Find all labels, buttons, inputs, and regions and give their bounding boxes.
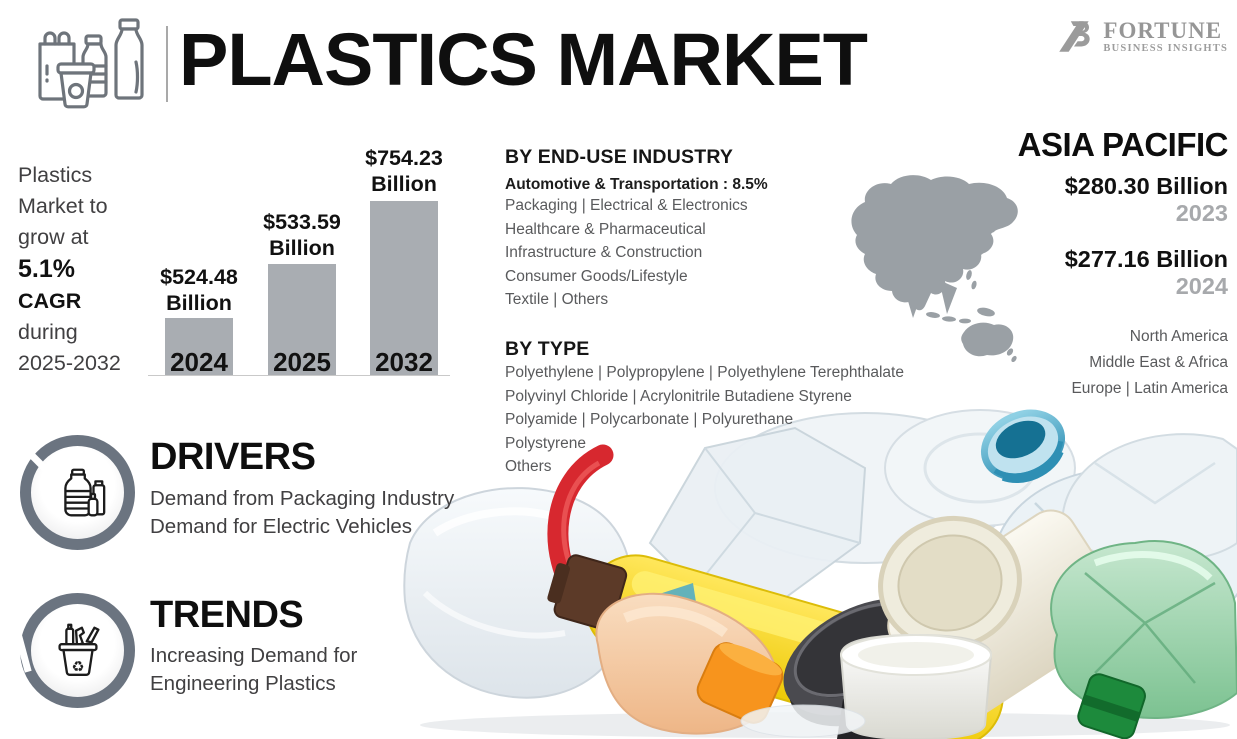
fortune-business-insights-logo: FORTUNE BUSINESS INSIGHTS xyxy=(1054,16,1228,58)
bar-value: $533.59 xyxy=(263,210,341,234)
growth-line: grow at xyxy=(18,225,89,249)
growth-line: Market to xyxy=(18,194,108,218)
plastic-waste-items-icon xyxy=(38,18,144,109)
drivers-badge xyxy=(20,435,135,550)
end-use-item: Consumer Goods/Lifestyle xyxy=(505,267,688,285)
by-type-item: Others xyxy=(505,458,552,475)
trends-item: Engineering Plastics xyxy=(150,672,336,695)
end-use-item: Infrastructure & Construction xyxy=(505,244,703,261)
other-region: Europe | Latin America xyxy=(1071,380,1228,397)
bar-value-label: $754.23 Billion xyxy=(329,145,479,197)
region-stats-section: ASIA PACIFIC $280.30 Billion 2023 $277.1… xyxy=(828,126,1229,402)
growth-line: Plastics xyxy=(18,163,93,187)
by-type-item: Polyamide | Polycarbonate | Polyurethane xyxy=(505,411,794,428)
growth-line: during xyxy=(18,320,78,344)
by-type-heading: BY TYPE xyxy=(505,338,590,360)
cagr-label: CAGR xyxy=(18,289,82,313)
drivers-item: Demand from Packaging Industry xyxy=(150,487,455,510)
other-regions-list: North America Middle East & Africa Europ… xyxy=(828,324,1228,402)
plastic-waste-photo xyxy=(403,409,1237,739)
chart-baseline xyxy=(148,375,450,376)
growth-note: Plastics Market to grow at 5.1% CAGR dur… xyxy=(18,160,158,379)
by-type-section: BY TYPE Polyethylene | Polypropylene | P… xyxy=(505,338,945,479)
trends-item: Increasing Demand for xyxy=(150,644,358,667)
growth-period: 2025-2032 xyxy=(18,351,121,375)
stat-year: 2024 xyxy=(1175,273,1228,299)
by-type-item: Polyethylene | Polypropylene | Polyethyl… xyxy=(505,364,904,381)
by-type-item: Polystyrene xyxy=(505,434,586,452)
region-heading: ASIA PACIFIC xyxy=(1017,126,1229,163)
end-use-industry-section: BY END-USE INDUSTRY Automotive & Transpo… xyxy=(505,146,945,312)
bar-category-label: 2025 xyxy=(273,347,331,377)
stat-value: $277.16 Billion xyxy=(1064,246,1228,272)
logo-text: FORTUNE BUSINESS INSIGHTS xyxy=(1103,19,1228,55)
bar-2024 xyxy=(165,318,233,375)
water-jug-icon xyxy=(63,468,105,516)
end-use-item: Healthcare & Pharmaceutical xyxy=(505,220,706,238)
growth-rate: 5.1% xyxy=(18,255,75,283)
page-title: PLASTICS MARKET xyxy=(179,18,868,101)
trends-heading: TRENDS xyxy=(150,594,304,636)
end-use-heading: BY END-USE INDUSTRY xyxy=(505,146,734,168)
bar-2032 xyxy=(370,201,438,375)
bar-2025 xyxy=(268,264,336,375)
end-use-item: Textile | Others xyxy=(505,291,609,308)
bar-value-label: $533.59 Billion xyxy=(227,209,377,261)
drivers-item: Demand for Electric Vehicles xyxy=(150,515,413,538)
bar-unit: Billion xyxy=(269,236,335,260)
other-region: Middle East & Africa xyxy=(1089,354,1228,371)
logo-name: FORTUNE xyxy=(1103,18,1223,44)
drivers-heading: DRIVERS xyxy=(150,436,316,478)
stat-value: $280.30 Billion xyxy=(1064,173,1228,199)
header-divider xyxy=(166,26,168,102)
trends-badge: ♻ xyxy=(20,593,135,708)
recycling-bin-icon: ♻ xyxy=(57,623,100,676)
bar-category-label: 2032 xyxy=(375,347,433,377)
fb-monogram-icon xyxy=(1059,21,1091,52)
other-region: North America xyxy=(1129,328,1228,345)
region-stat: $277.16 Billion 2024 xyxy=(828,246,1228,300)
logo-subtitle: BUSINESS INSIGHTS xyxy=(1103,43,1228,55)
asia-pacific-map xyxy=(851,175,1018,362)
svg-text:♻: ♻ xyxy=(71,659,84,675)
end-use-item: Packaging | Electrical & Electronics xyxy=(505,197,748,214)
region-stat: $280.30 Billion 2023 xyxy=(828,173,1228,227)
bar-category-label: 2024 xyxy=(170,347,228,377)
drivers-badge-circle xyxy=(20,435,135,550)
bar-value: $754.23 xyxy=(365,146,443,170)
stat-year: 2023 xyxy=(1175,200,1228,226)
bar-unit: Billion xyxy=(166,291,232,315)
bar-unit: Billion xyxy=(371,172,437,196)
end-use-highlight: Automotive & Transportation : 8.5% xyxy=(505,176,768,193)
bar-value-label: $524.48 Billion xyxy=(124,264,274,316)
by-type-item: Polyvinyl Chloride | Acrylonitrile Butad… xyxy=(505,387,852,405)
bar-value: $524.48 xyxy=(160,265,238,289)
trends-badge-circle: ♻ xyxy=(20,593,135,708)
